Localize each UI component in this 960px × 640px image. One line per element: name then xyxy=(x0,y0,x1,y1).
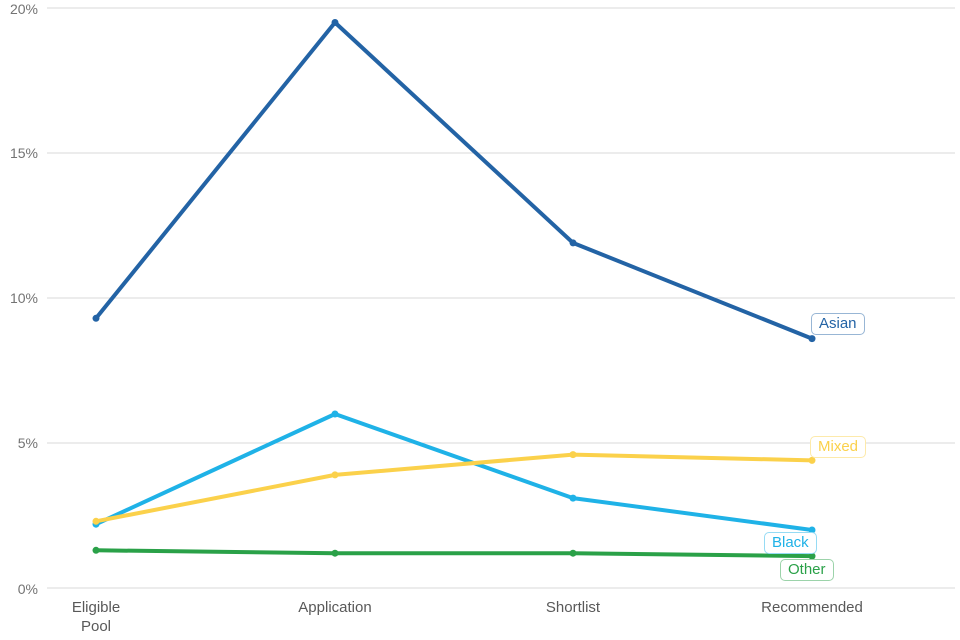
y-axis-tick-5: 5% xyxy=(17,435,38,451)
x-axis-label-shortlist: Shortlist xyxy=(545,599,601,616)
x-axis-label-recommended: Recommended xyxy=(761,599,863,616)
y-axis-tick-20: 20% xyxy=(9,1,38,17)
series-label-black: Black xyxy=(764,532,817,554)
y-axis-tick-10: 10% xyxy=(9,290,38,306)
y-axis-tick-0: 0% xyxy=(17,581,38,597)
x-axis-label-eligible-pool: Eligible Pool xyxy=(71,599,121,635)
y-axis-tick-15: 15% xyxy=(9,145,38,161)
series-label-asian: Asian xyxy=(811,313,865,335)
x-axis-label-application: Application xyxy=(298,599,372,616)
series-label-other: Other xyxy=(780,559,834,581)
series-label-mixed: Mixed xyxy=(810,436,867,458)
